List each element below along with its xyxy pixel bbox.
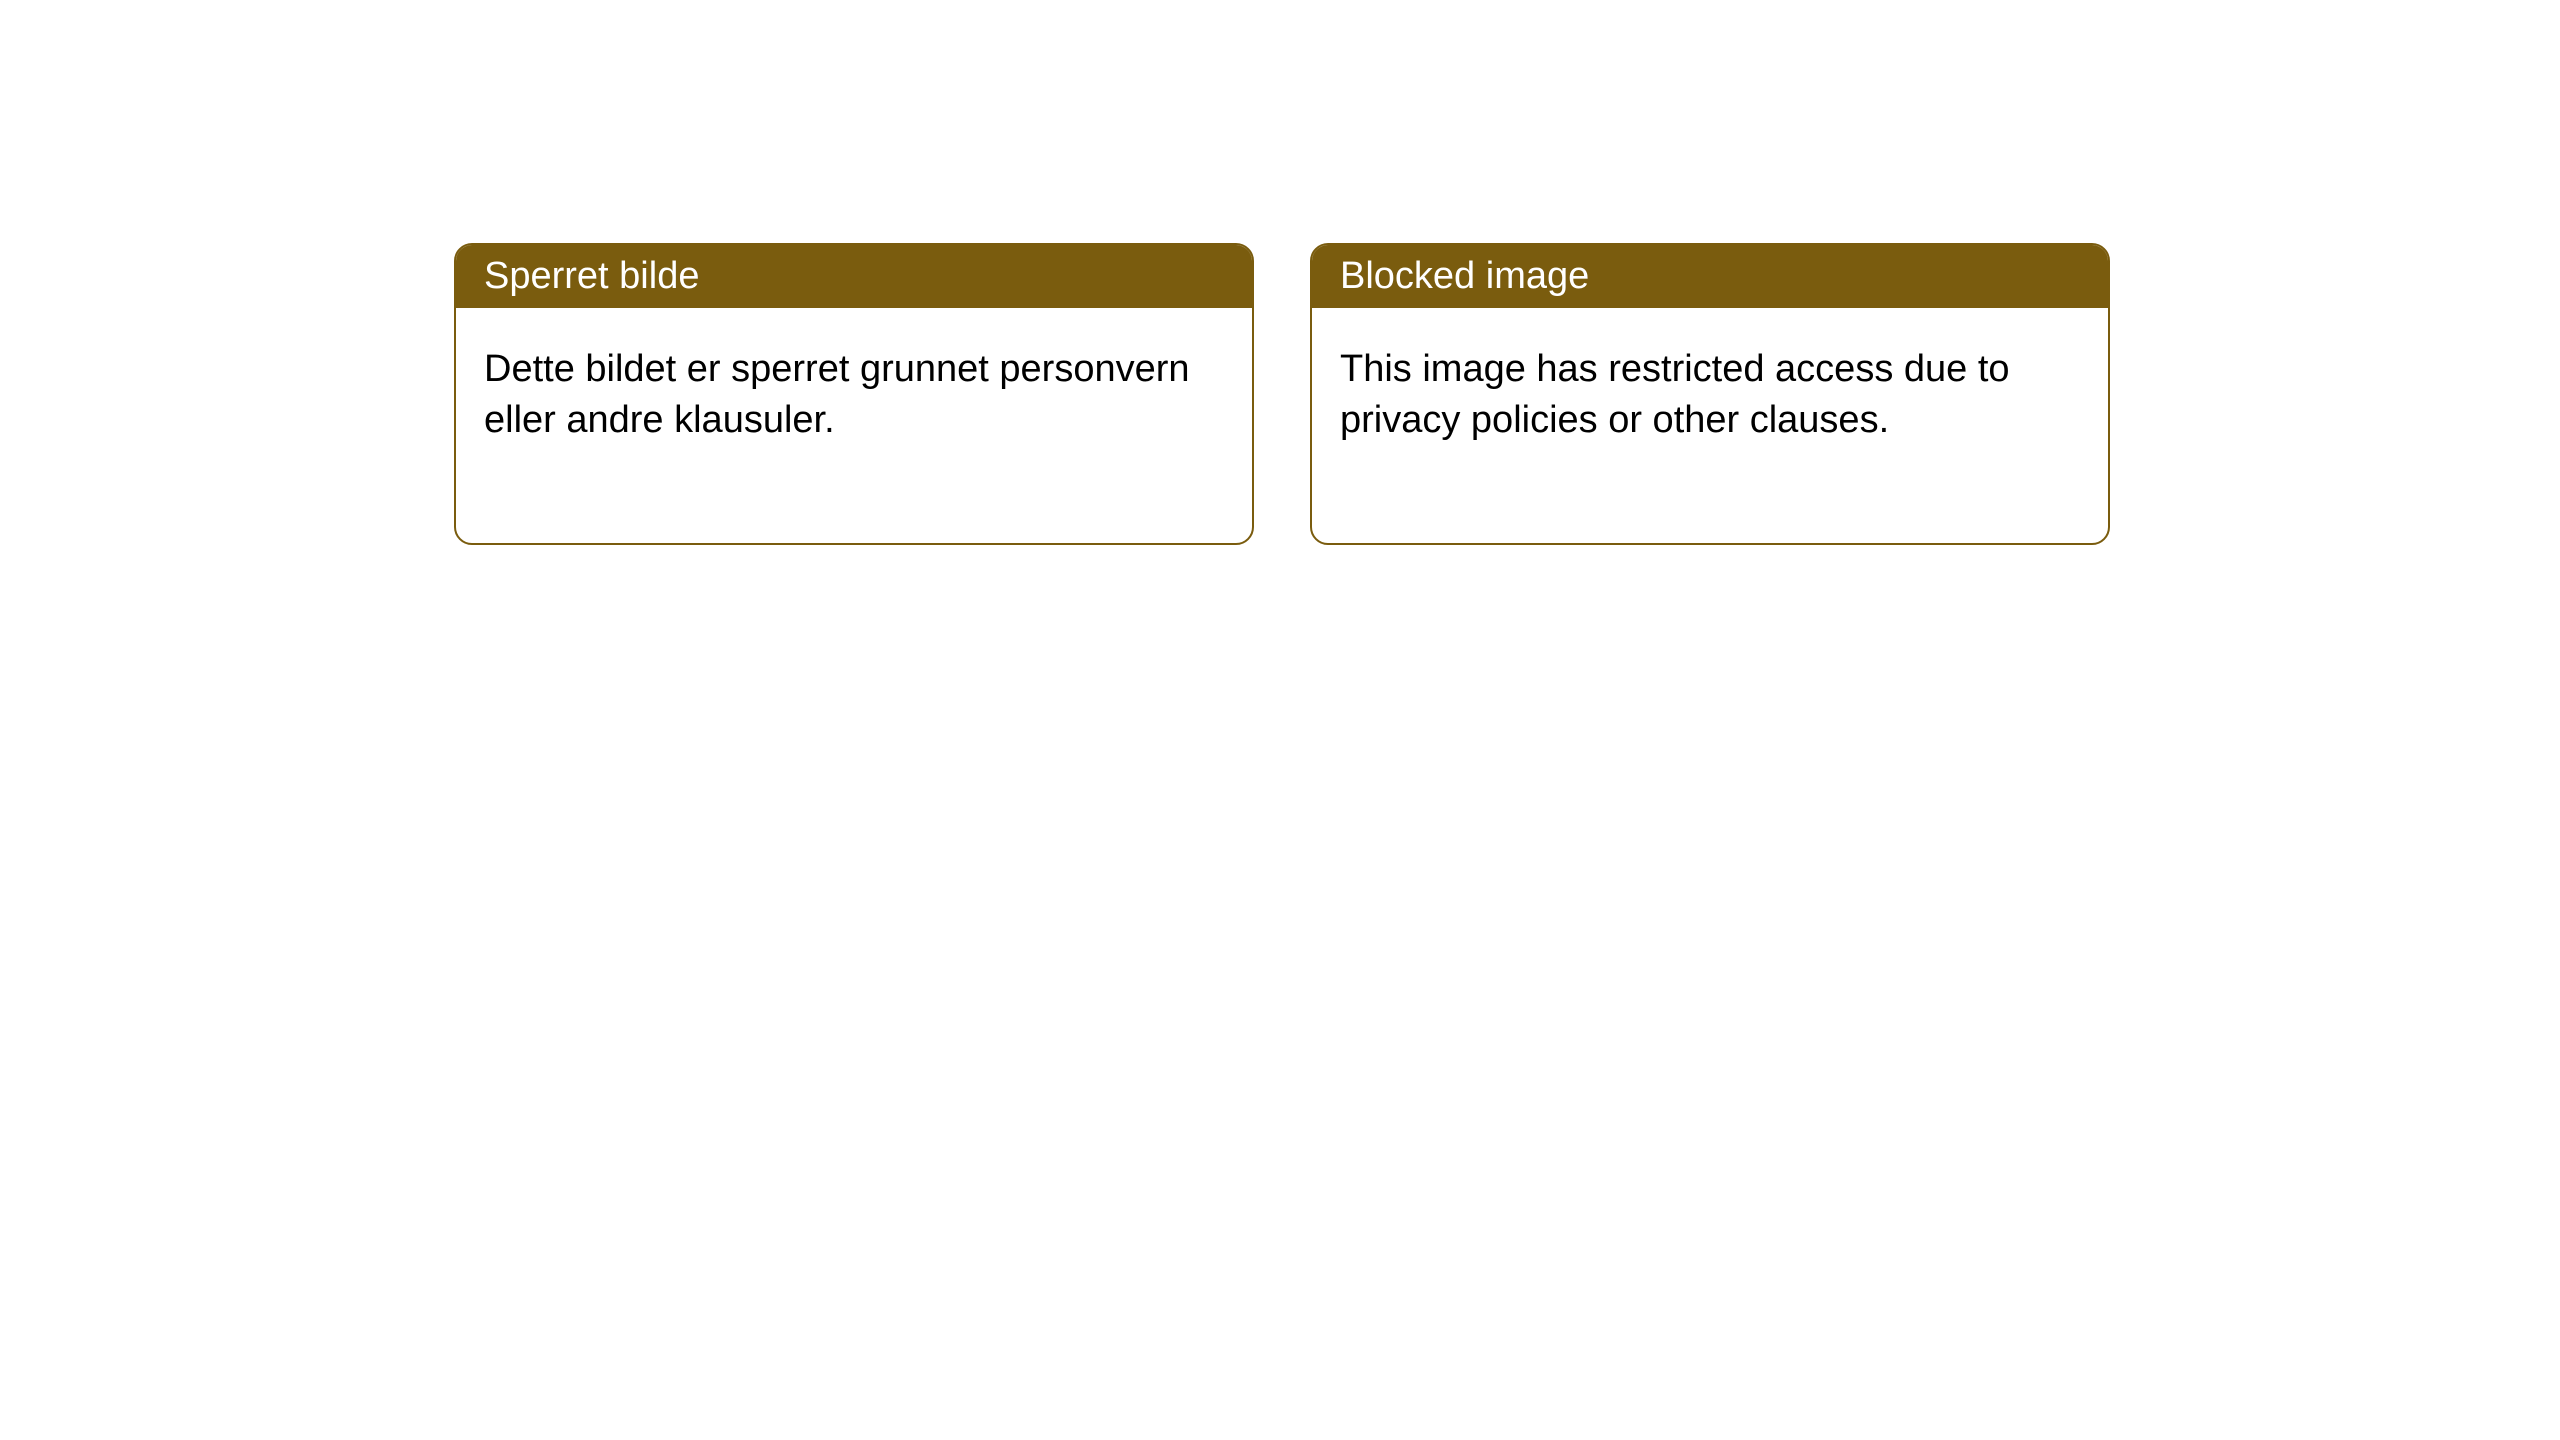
card-title: Sperret bilde [484, 255, 699, 297]
card-body: Dette bildet er sperret grunnet personve… [456, 308, 1252, 543]
card-body-text: This image has restricted access due to … [1340, 348, 2010, 441]
card-body: This image has restricted access due to … [1312, 308, 2108, 543]
card-header: Sperret bilde [456, 245, 1252, 308]
card-norwegian: Sperret bilde Dette bildet er sperret gr… [454, 243, 1254, 545]
cards-container: Sperret bilde Dette bildet er sperret gr… [454, 243, 2110, 545]
card-body-text: Dette bildet er sperret grunnet personve… [484, 348, 1190, 441]
card-english: Blocked image This image has restricted … [1310, 243, 2110, 545]
card-header: Blocked image [1312, 245, 2108, 308]
card-title: Blocked image [1340, 255, 1589, 297]
